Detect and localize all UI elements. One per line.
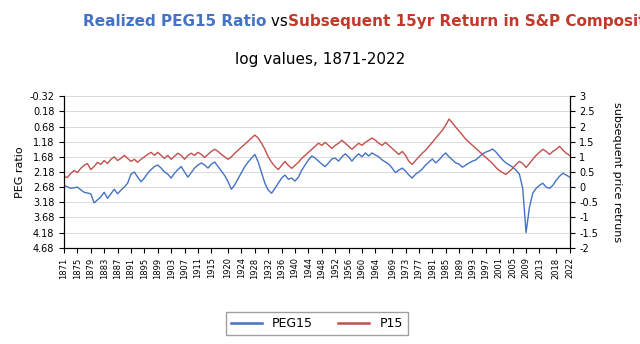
Y-axis label: subsequent price retruns: subsequent price retruns [612,102,622,242]
P15 [237,145,245,149]
Line: P15: P15 [64,119,570,178]
PEG15 [398,166,406,170]
PEG15 [188,171,195,175]
P15 [445,117,453,121]
Text: Realized PEG15 Ratio vs Subsequent 15yr Return in S&P Composite,: Realized PEG15 Ratio vs Subsequent 15yr … [59,14,581,29]
P15 [191,153,198,158]
Text: log values, 1871-2022: log values, 1871-2022 [235,52,405,67]
PEG15 [60,183,68,187]
P15 [141,155,148,159]
P15 [402,153,410,158]
P15 [80,163,88,168]
Text: vs: vs [266,14,292,29]
P15 [60,174,68,179]
Text: Subsequent 15yr Return in S&P Composite,: Subsequent 15yr Return in S&P Composite, [288,14,640,29]
P15 [63,175,71,180]
PEG15 [566,175,573,179]
PEG15 [522,230,530,235]
P15 [392,149,399,153]
PEG15 [77,187,84,192]
Text: Realized PEG15 Ratio: Realized PEG15 Ratio [83,14,267,29]
Line: PEG15: PEG15 [64,149,570,233]
Legend: PEG15, P15: PEG15, P15 [226,312,408,335]
Y-axis label: PEG ratio: PEG ratio [15,146,25,198]
PEG15 [234,176,242,181]
P15 [566,153,573,158]
PEG15 [489,147,497,151]
PEG15 [388,166,396,170]
PEG15 [137,180,145,184]
